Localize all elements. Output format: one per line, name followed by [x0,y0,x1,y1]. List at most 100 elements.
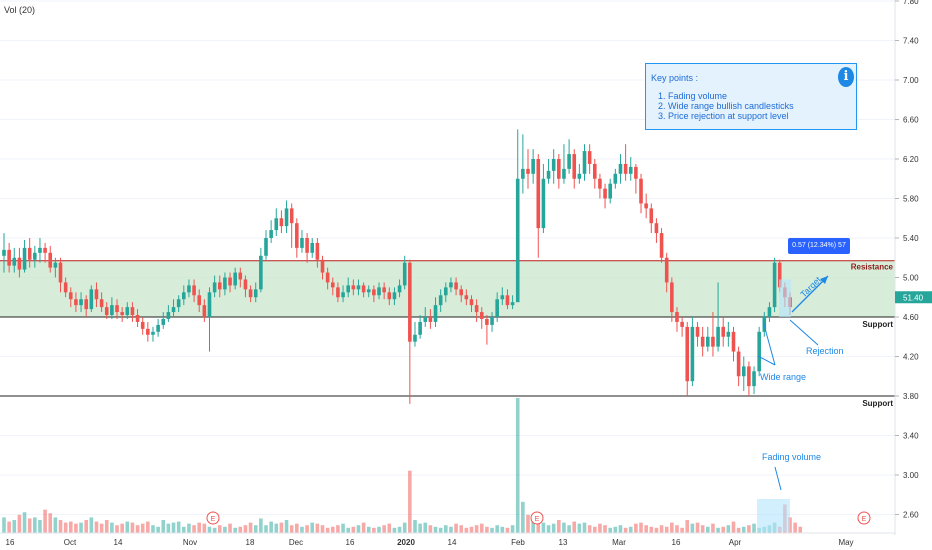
candle-body [79,299,83,306]
volume-bar [413,520,417,533]
volume-bar [639,522,643,533]
volume-bar [608,527,612,533]
volume-bar [361,522,366,533]
volume-bar [228,523,232,533]
candle-body [639,178,643,204]
volume-bar [171,522,176,533]
candle-body [68,292,73,300]
y-tick-label: 4.20 [903,353,919,362]
volume-bar [644,525,648,533]
candle-body [120,312,124,316]
y-tick-label: 5.00 [903,274,919,283]
current-price-label: 51.40 [903,293,924,302]
volume-bar [315,523,320,533]
volume-bar [731,521,736,533]
x-tick-label: 2020 [397,538,415,547]
y-tick-label: 6.20 [903,155,919,164]
rejection-arrow [789,319,819,346]
volume-bar [695,522,700,533]
candle-body [664,257,669,283]
earnings-marker-label: E [862,516,867,523]
candle-body [361,285,366,293]
candle-body [670,282,674,313]
volume-bar [274,523,279,533]
volume-bar [515,398,520,533]
volume-bar [120,523,124,533]
volume-bar [628,526,633,533]
volume-bar [110,522,114,533]
current-price-tag [895,291,932,304]
candle-body [541,178,546,229]
candle-body [659,233,664,258]
candle-body [341,292,345,298]
volume-bar [253,525,258,533]
candle-body [12,257,17,266]
candle-body [53,262,58,268]
candle-body [654,223,659,234]
candle-body [706,336,710,347]
candle-body [490,317,494,325]
volume-bar [711,523,715,533]
candle-body [413,334,417,342]
x-tick-label: 16 [672,538,681,547]
candle-body [279,218,284,227]
candle-body [521,168,525,179]
candle-body [515,178,520,303]
candle-body [387,292,392,300]
candle-body [372,289,376,296]
candle-body [690,326,695,382]
y-tick-label: 5.80 [903,195,919,204]
volume-bar [259,518,263,533]
volume-bar [618,525,623,533]
candle-body [58,262,63,283]
key-points-list: 1. Fading volume 2. Wide range bullish c… [658,91,794,121]
wide-range-label: Wide range [760,372,806,382]
volume-bar [747,525,751,533]
candle-body [428,317,433,322]
candle-body [567,154,571,169]
x-tick-label: Feb [511,538,525,547]
volume-bar [675,525,679,533]
candle-body [84,299,88,310]
candle-body [238,272,243,280]
volume-bar [104,520,109,533]
candle-body [346,285,350,293]
target-badge[interactable]: 0.57 (12.34%) 57 [788,238,850,254]
level-label: Resistance [851,263,894,272]
candle-body [711,336,715,347]
x-tick-label: 18 [246,538,255,547]
candle-body [479,312,484,319]
volume-bar [366,526,371,533]
candle-body [495,299,499,317]
candle-body [171,307,176,313]
candle-body [89,289,94,310]
volume-bar [264,525,268,533]
volume-bar [187,523,191,533]
candle-body [510,302,515,306]
candle-body [74,299,78,306]
volume-bar [248,522,253,533]
volume-bar [377,526,381,533]
volume-bar [79,522,83,533]
volume-indicator-label[interactable]: Vol (20) [4,5,36,15]
candle-body [747,366,751,387]
volume-bar [207,526,212,533]
candles [2,129,792,404]
candle-body [233,272,237,286]
volume-bar [654,527,659,533]
x-tick-label: Nov [183,538,197,547]
candle-body [695,326,700,337]
volume-bar [325,527,330,533]
volume-bar [217,525,222,533]
candle-body [531,159,535,174]
candle-body [757,331,761,372]
candle-body [459,289,464,296]
volume-bar [613,526,618,533]
candle-body [469,299,474,306]
volume-bar [562,522,566,533]
volume-bar [243,525,248,533]
volume-bar [700,525,705,533]
volume-bar [505,527,510,533]
candle-body [33,252,37,260]
